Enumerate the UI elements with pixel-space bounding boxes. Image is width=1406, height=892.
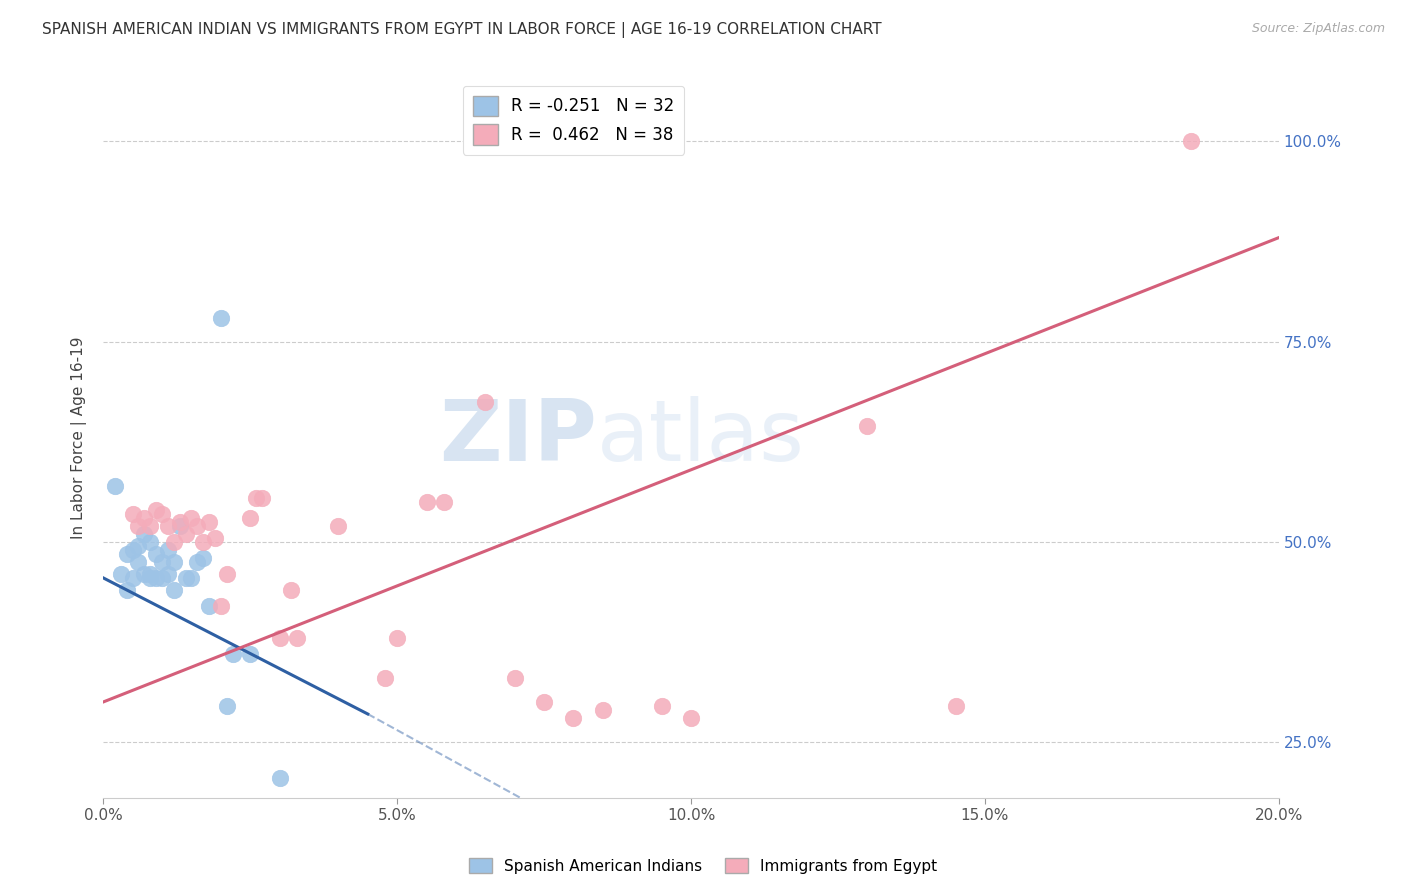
Point	[186, 518, 208, 533]
Point	[204, 531, 226, 545]
Point	[163, 555, 186, 569]
Point	[115, 547, 138, 561]
Point	[385, 631, 408, 645]
Point	[174, 571, 197, 585]
Point	[681, 711, 703, 725]
Point	[134, 526, 156, 541]
Point	[245, 491, 267, 505]
Y-axis label: In Labor Force | Age 16-19: In Labor Force | Age 16-19	[72, 336, 87, 539]
Point	[156, 566, 179, 581]
Point	[150, 571, 173, 585]
Point	[180, 571, 202, 585]
Point	[104, 479, 127, 493]
Point	[562, 711, 585, 725]
Point	[169, 518, 191, 533]
Text: atlas: atlas	[598, 396, 806, 479]
Point	[433, 495, 456, 509]
Text: SPANISH AMERICAN INDIAN VS IMMIGRANTS FROM EGYPT IN LABOR FORCE | AGE 16-19 CORR: SPANISH AMERICAN INDIAN VS IMMIGRANTS FR…	[42, 22, 882, 38]
Point	[945, 698, 967, 713]
Legend: Spanish American Indians, Immigrants from Egypt: Spanish American Indians, Immigrants fro…	[463, 852, 943, 880]
Point	[139, 571, 162, 585]
Point	[139, 566, 162, 581]
Point	[328, 518, 350, 533]
Point	[150, 555, 173, 569]
Point	[174, 526, 197, 541]
Point	[156, 542, 179, 557]
Point	[209, 310, 232, 325]
Point	[134, 566, 156, 581]
Point	[163, 582, 186, 597]
Point	[269, 771, 291, 785]
Point	[592, 703, 614, 717]
Point	[215, 698, 238, 713]
Point	[145, 547, 167, 561]
Point	[239, 511, 262, 525]
Point	[127, 539, 149, 553]
Point	[269, 631, 291, 645]
Point	[115, 582, 138, 597]
Point	[250, 491, 273, 505]
Point	[127, 518, 149, 533]
Point	[150, 507, 173, 521]
Point	[198, 515, 221, 529]
Point	[180, 511, 202, 525]
Point	[163, 534, 186, 549]
Point	[186, 555, 208, 569]
Text: Source: ZipAtlas.com: Source: ZipAtlas.com	[1251, 22, 1385, 36]
Point	[280, 582, 302, 597]
Point	[121, 542, 143, 557]
Point	[856, 418, 879, 433]
Point	[239, 647, 262, 661]
Point	[139, 534, 162, 549]
Legend: R = -0.251   N = 32, R =  0.462   N = 38: R = -0.251 N = 32, R = 0.462 N = 38	[463, 86, 685, 155]
Point	[209, 599, 232, 613]
Point	[503, 671, 526, 685]
Point	[134, 511, 156, 525]
Point	[127, 555, 149, 569]
Point	[198, 599, 221, 613]
Point	[415, 495, 437, 509]
Point	[215, 566, 238, 581]
Point	[139, 518, 162, 533]
Point	[474, 394, 496, 409]
Point	[285, 631, 308, 645]
Point	[191, 550, 214, 565]
Point	[1180, 135, 1202, 149]
Point	[121, 507, 143, 521]
Text: ZIP: ZIP	[439, 396, 598, 479]
Point	[221, 647, 243, 661]
Point	[156, 518, 179, 533]
Point	[145, 503, 167, 517]
Point	[191, 534, 214, 549]
Point	[121, 571, 143, 585]
Point	[145, 571, 167, 585]
Point	[374, 671, 396, 685]
Point	[651, 698, 673, 713]
Point	[533, 695, 555, 709]
Point	[110, 566, 132, 581]
Point	[169, 515, 191, 529]
